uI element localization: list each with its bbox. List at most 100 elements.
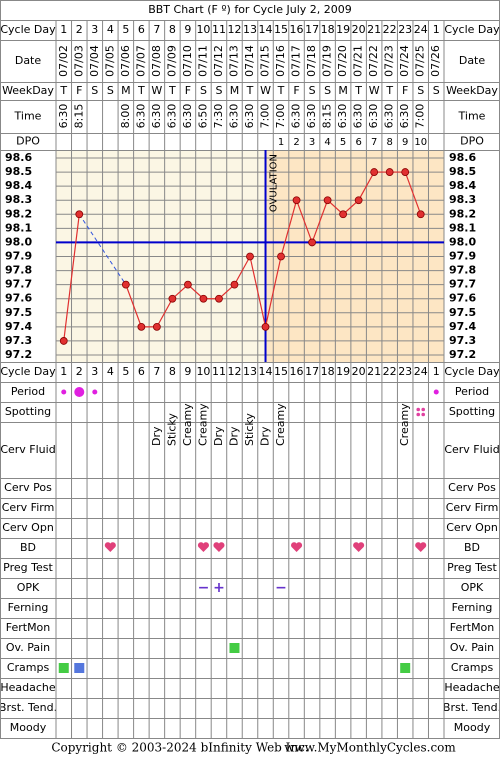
cerv-fluid: Sticky <box>243 413 256 446</box>
ovulation-label: OVULATION <box>269 154 280 212</box>
cycle-day: 3 <box>91 23 98 36</box>
cycle-day: 1 <box>433 365 440 378</box>
cycle-day: 17 <box>305 23 319 36</box>
time: 6:30 <box>181 104 194 129</box>
weekday: S <box>309 84 316 97</box>
weekday: T <box>59 84 67 97</box>
cycle-day: 10 <box>196 23 210 36</box>
weekday: S <box>417 84 424 97</box>
date: 07/07 <box>134 45 147 77</box>
cycle-day: 12 <box>227 23 241 36</box>
weekday: W <box>369 84 380 97</box>
temperature-point <box>308 238 316 247</box>
weekday: S <box>200 84 207 97</box>
time: 6:30 <box>352 104 365 129</box>
bd-heart <box>213 542 225 552</box>
row-label: Cerv Pos <box>4 481 52 494</box>
temperature-point <box>370 168 379 176</box>
cerv-fluid: Creamy <box>181 403 194 446</box>
dpo: 1 <box>278 137 284 148</box>
temperature-point <box>230 280 239 289</box>
bd-heart <box>415 542 427 552</box>
time: 8:00 <box>119 104 132 129</box>
cycle-day: 1 <box>433 23 440 36</box>
y-tick-label: 97.9 <box>449 250 476 263</box>
temperature-point <box>168 294 177 303</box>
cycle-day: 1 <box>60 23 67 36</box>
row-label: Cerv Pos <box>448 481 496 494</box>
row-label: WeekDay <box>2 84 54 97</box>
cerv-fluid: Creamy <box>398 403 411 446</box>
period-dot <box>61 389 67 395</box>
row-label: Ov. Pain <box>450 641 494 654</box>
y-tick-label: 97.8 <box>449 264 476 277</box>
cycle-day: 2 <box>76 365 83 378</box>
row-label: Time <box>14 110 42 123</box>
weekday: F <box>76 84 82 97</box>
cycle-day: 6 <box>138 23 145 36</box>
cycle-day: 9 <box>184 365 191 378</box>
y-tick-label: 98.5 <box>449 165 476 178</box>
cycle-day: 14 <box>259 365 273 378</box>
time: 6:30 <box>383 104 396 129</box>
row-label: Headache <box>0 681 56 694</box>
time: 6:30 <box>57 104 70 129</box>
date: 07/17 <box>290 45 303 77</box>
y-tick-label: 97.6 <box>5 292 32 305</box>
spotting-dot <box>416 412 421 417</box>
cycle-day: 7 <box>153 365 160 378</box>
date: 07/10 <box>181 45 194 77</box>
temperature-point <box>75 210 84 219</box>
row-label: Spotting <box>449 405 495 418</box>
date: 07/03 <box>72 45 85 77</box>
date: 07/08 <box>150 45 163 77</box>
y-tick-label: 97.7 <box>5 278 32 291</box>
weekday: S <box>107 84 114 97</box>
time: 6:30 <box>305 104 318 129</box>
row-label: Cramps <box>451 661 494 674</box>
time: 7:00 <box>259 104 272 129</box>
time: 6:30 <box>243 104 256 129</box>
temperature-point <box>401 168 410 176</box>
time: 6:30 <box>150 104 163 129</box>
site-link[interactable]: www.MyMonthlyCycles.com <box>284 741 456 755</box>
cramps-mark <box>400 663 411 673</box>
dpo: 4 <box>324 137 330 148</box>
cycle-day: 13 <box>243 365 257 378</box>
spotting-dot <box>416 407 421 412</box>
dpo: 10 <box>414 137 427 148</box>
date: 07/25 <box>414 45 427 77</box>
period-dot <box>92 389 98 395</box>
temperature-point <box>416 210 425 219</box>
row-label: BD <box>464 541 480 554</box>
cycle-day: 12 <box>227 365 241 378</box>
cycle-day: 18 <box>321 365 335 378</box>
temperature-point <box>152 322 161 331</box>
weekday: F <box>402 84 408 97</box>
row-label: Period <box>455 385 489 398</box>
row-label: WeekDay <box>446 84 498 97</box>
cycle-day: 22 <box>383 365 397 378</box>
cerv-fluid: Sticky <box>165 413 178 446</box>
row-label: BD <box>20 541 36 554</box>
y-tick-label: 97.2 <box>449 348 476 361</box>
date: 07/24 <box>398 45 411 77</box>
date: 07/04 <box>88 45 101 77</box>
cramps-mark <box>74 663 85 673</box>
weekday: M <box>121 84 131 97</box>
cycle-day: 19 <box>336 365 350 378</box>
row-label: Headache <box>444 681 500 694</box>
cycle-day: 13 <box>243 23 257 36</box>
cycle-day: 21 <box>367 23 381 36</box>
row-label: Cerv Opn <box>446 521 498 534</box>
temperature-point <box>354 196 363 205</box>
cycle-day: 3 <box>91 365 98 378</box>
time: 6:30 <box>165 104 178 129</box>
y-tick-label: 98.2 <box>449 207 476 220</box>
weekday: W <box>151 84 162 97</box>
cerv-fluid: Dry <box>259 426 272 446</box>
date: 07/23 <box>383 45 396 77</box>
copyright: Copyright © 2003-2024 bInfinity Web Inc. <box>51 741 308 755</box>
y-tick-label: 97.8 <box>5 264 32 277</box>
date: 07/09 <box>165 45 178 77</box>
